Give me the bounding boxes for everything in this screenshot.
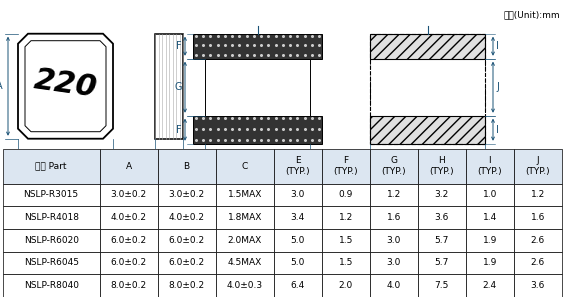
Text: B: B: [62, 156, 69, 166]
Bar: [370, 34, 485, 59]
Bar: [205, 59, 310, 116]
Bar: [193, 116, 322, 144]
Text: E: E: [254, 161, 261, 171]
Text: Land Pattern: Land Pattern: [401, 169, 473, 179]
Text: J: J: [496, 82, 499, 92]
Bar: [370, 34, 485, 144]
Text: 220: 220: [32, 65, 99, 103]
Text: I: I: [496, 125, 499, 135]
Text: H: H: [424, 161, 431, 171]
Bar: [370, 59, 485, 116]
Text: C: C: [166, 156, 172, 166]
Text: F: F: [176, 125, 182, 135]
Bar: [370, 116, 485, 144]
Text: G: G: [175, 82, 182, 92]
Text: 单位(Unit):mm: 单位(Unit):mm: [503, 11, 560, 20]
Text: A: A: [0, 81, 3, 91]
Bar: [155, 34, 183, 139]
Bar: [193, 34, 322, 59]
Text: F: F: [176, 41, 182, 51]
Text: I: I: [496, 41, 499, 51]
